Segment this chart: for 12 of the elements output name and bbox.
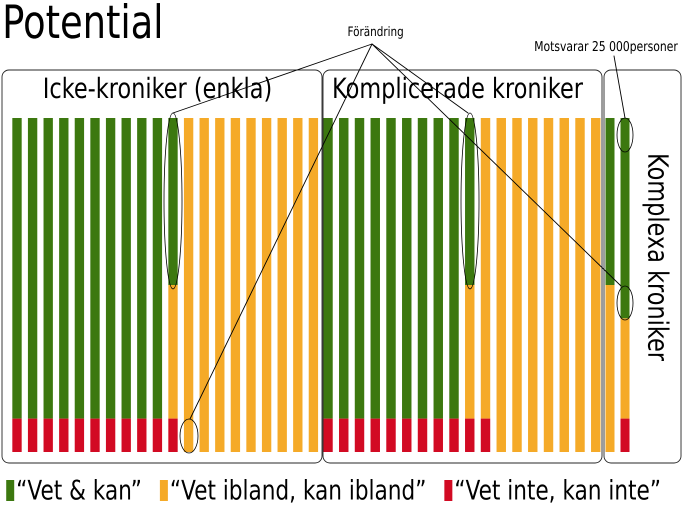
bar (606, 118, 615, 285)
text: Komplexa kroniker (642, 155, 670, 362)
legend-label: “Vet & kan” (18, 478, 140, 500)
bar (620, 318, 630, 419)
text: Förändring (348, 26, 403, 39)
text: Motsvarar 25 000personer (535, 40, 678, 54)
bar (620, 418, 630, 452)
bar (620, 118, 630, 318)
legend-label: “Vet ibland, kan ibland” (172, 478, 424, 503)
legend-label: “Vet inte, kan inte” (456, 478, 660, 503)
chart-title: Potential (6, 3, 160, 39)
bar (606, 284, 615, 452)
